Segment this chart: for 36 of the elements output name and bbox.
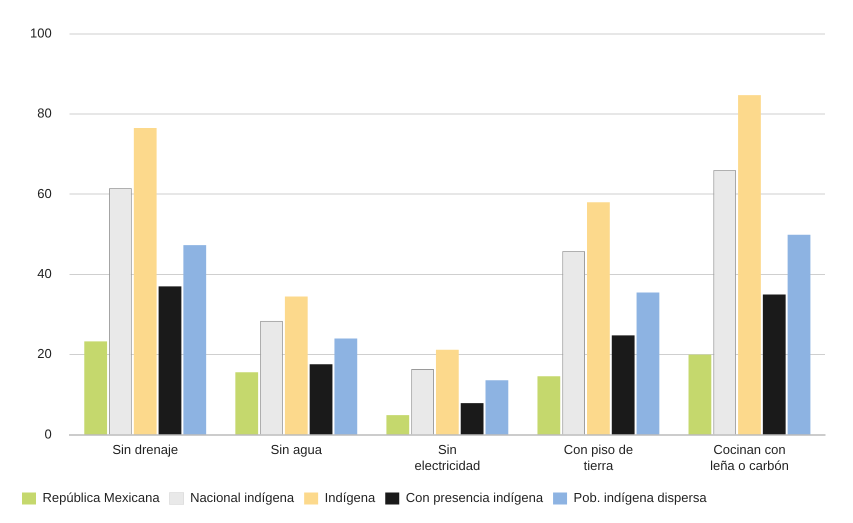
bar	[158, 286, 182, 434]
bar	[284, 296, 308, 434]
bar	[460, 403, 484, 434]
bar	[762, 294, 786, 434]
bar	[738, 95, 761, 434]
y-tick-label: 0	[44, 426, 52, 442]
bar	[386, 415, 410, 434]
y-tick-label: 40	[37, 266, 52, 281]
y-tick-label: 20	[37, 346, 52, 362]
x-tick-label: Con piso de tierra	[564, 442, 634, 473]
x-tick-label: Cocinan con leña o carbón	[710, 442, 789, 473]
bar	[612, 335, 635, 434]
y-tick-label: 60	[37, 186, 52, 201]
bar	[485, 380, 508, 434]
bar	[537, 376, 560, 434]
bar	[334, 338, 358, 434]
x-tick-label: Sin drenaje	[112, 442, 178, 458]
bar	[134, 128, 157, 434]
bar	[788, 234, 810, 434]
x-tick-label: Sin agua	[270, 442, 323, 458]
legend-label: Nacional indígena	[190, 490, 295, 506]
bar	[587, 202, 610, 434]
y-tick-label: 80	[37, 106, 52, 121]
y-tick-label: 100	[30, 25, 52, 40]
bar	[310, 364, 332, 434]
bar	[636, 292, 660, 434]
bar	[688, 354, 712, 434]
legend-label: República Mexicana	[42, 490, 160, 506]
bar	[183, 245, 206, 434]
bar	[84, 341, 108, 434]
bar	[235, 372, 258, 434]
legend-label: Con presencia indígena	[406, 490, 544, 506]
x-tick-label: Sin electricidad	[414, 442, 480, 473]
legend-label: Indígena	[324, 490, 376, 506]
bar	[436, 350, 459, 434]
legend-label: Pob. indígena dispersa	[574, 490, 708, 506]
